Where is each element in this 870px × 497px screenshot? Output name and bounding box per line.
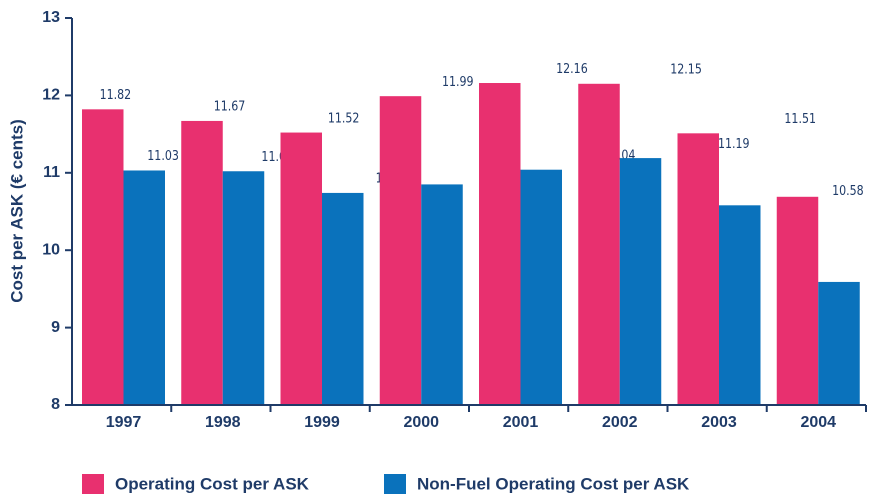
y-tick-label: 9	[51, 319, 60, 336]
legend-label: Non-Fuel Operating Cost per ASK	[417, 474, 690, 493]
y-axis-label: Cost per ASK (€ cents)	[7, 119, 26, 303]
x-tick-label: 1999	[304, 414, 340, 431]
value-label: 11.67	[214, 99, 246, 114]
x-tick-label: 2002	[602, 414, 638, 431]
y-tick-label: 12	[42, 87, 60, 104]
x-tick-label: 1997	[106, 414, 142, 431]
legend-swatch	[82, 474, 104, 494]
bar	[379, 96, 422, 405]
bar	[82, 109, 124, 405]
x-tick-label: 1998	[205, 414, 241, 431]
value-label: 11.82	[100, 87, 132, 102]
bar	[578, 83, 620, 405]
bar	[520, 169, 562, 405]
value-label: 11.51	[784, 111, 816, 126]
bar	[123, 170, 165, 405]
value-label: 12.16	[556, 61, 588, 76]
bar	[181, 120, 223, 405]
bar	[280, 132, 322, 405]
x-tick-label: 2004	[800, 414, 836, 431]
x-tick-label: 2000	[403, 414, 439, 431]
x-tick-label: 2003	[701, 414, 737, 431]
y-tick-label: 11	[43, 164, 60, 181]
value-label: 11.52	[328, 110, 360, 125]
bar	[619, 158, 662, 405]
bar	[479, 83, 521, 406]
value-label: 10.58	[832, 183, 864, 198]
bar	[677, 133, 719, 406]
bar	[818, 281, 860, 405]
bar	[719, 205, 761, 405]
legend-label: Operating Cost per ASK	[115, 474, 310, 493]
y-tick-label: 13	[42, 9, 60, 26]
y-tick-label: 8	[51, 396, 60, 413]
bar	[776, 196, 819, 405]
x-tick-label: 2001	[503, 414, 539, 431]
value-label: 11.03	[147, 148, 179, 163]
bar	[421, 184, 463, 405]
value-label: 11.19	[718, 136, 750, 151]
value-label: 11.99	[442, 74, 474, 89]
bar	[222, 171, 265, 405]
value-label: 12.15	[670, 62, 702, 77]
bar	[322, 192, 364, 405]
legend-swatch	[384, 474, 406, 494]
y-tick-label: 10	[42, 241, 60, 258]
